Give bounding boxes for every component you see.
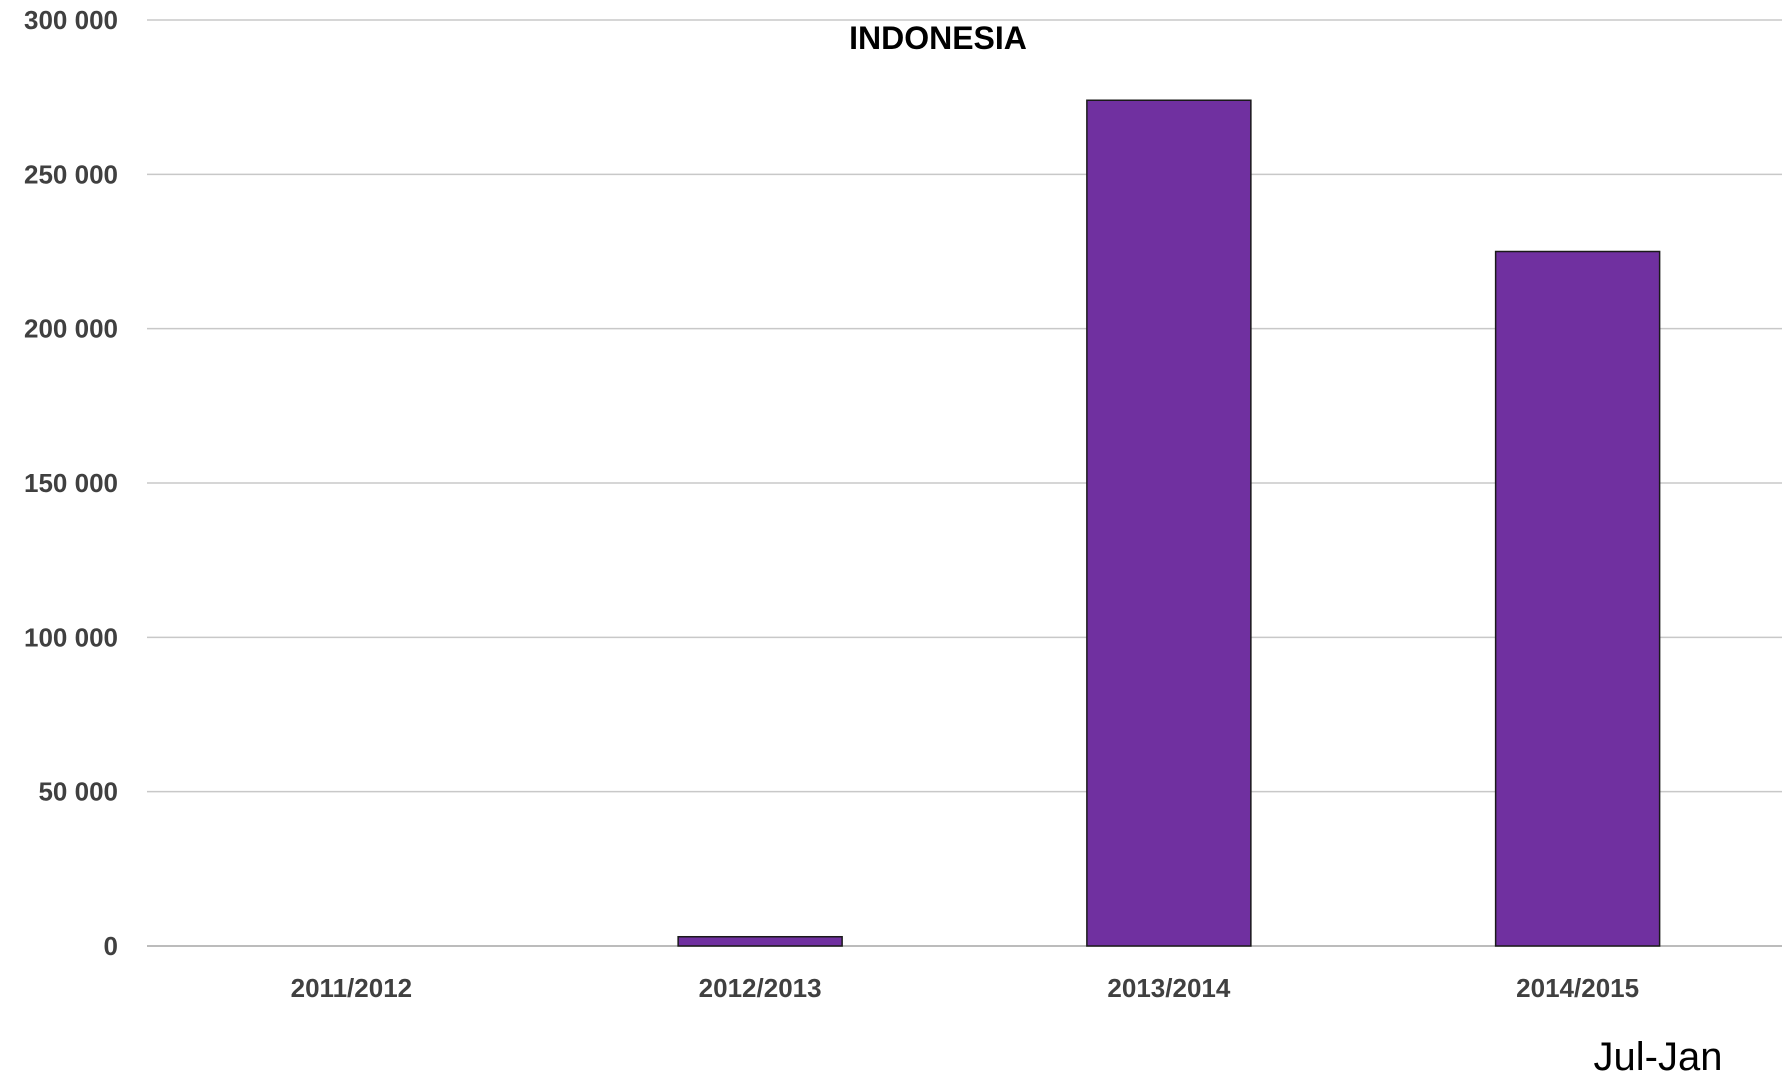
x-tick-label: 2011/2012 <box>291 973 412 1003</box>
x-axis-ticks: 2011/2012 2012/2013 2013/2014 2014/2015 <box>291 973 1639 1003</box>
y-axis-ticks: 0 50 000 100 000 150 000 200 000 250 000 300 0… <box>24 5 118 961</box>
y-tick-label: 50 000 <box>38 777 118 807</box>
bar <box>677 935 843 947</box>
y-tick-label: 0 <box>104 931 118 961</box>
x-tick-label: 2014/2015 <box>1516 973 1639 1003</box>
bars <box>677 99 1661 947</box>
gridlines <box>147 19 1782 947</box>
y-tick-label: 300 000 <box>24 5 118 35</box>
bar <box>1494 250 1661 947</box>
x-tick-label: 2012/2013 <box>699 973 822 1003</box>
chart-title: INDONESIA <box>849 20 1027 56</box>
y-tick-label: 200 000 <box>24 314 118 344</box>
bar <box>1086 99 1252 947</box>
y-tick-label: 250 000 <box>24 159 118 189</box>
y-tick-label: 150 000 <box>24 468 118 498</box>
period-annotation: Jul-Jan <box>1594 1035 1723 1077</box>
x-tick-label: 2013/2014 <box>1107 973 1230 1003</box>
y-tick-label: 100 000 <box>24 622 118 652</box>
